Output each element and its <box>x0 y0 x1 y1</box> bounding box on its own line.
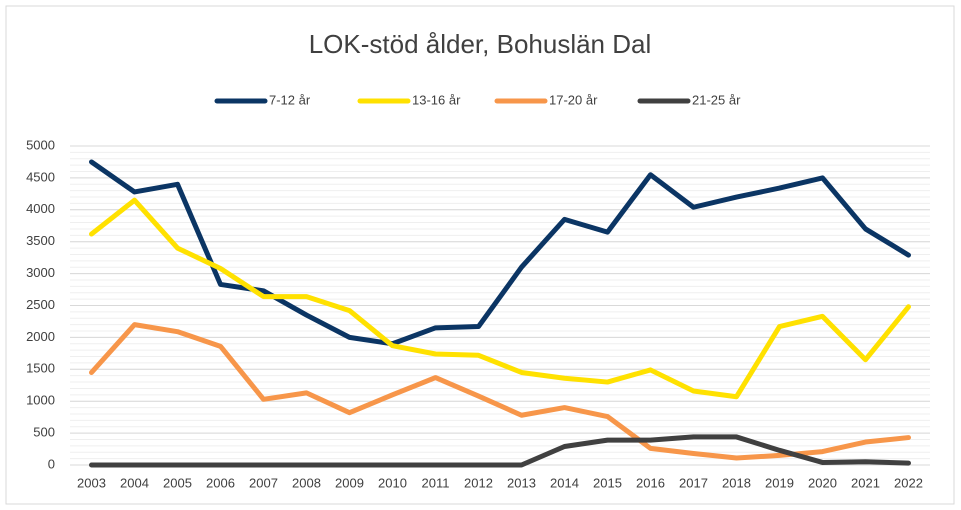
x-tick-label: 2011 <box>422 475 450 490</box>
series-line <box>89 434 911 468</box>
y-tick-label: 2000 <box>26 329 55 344</box>
x-tick-label: 2015 <box>593 475 622 490</box>
legend-label: 21-25 år <box>692 92 741 107</box>
x-tick-label: 2016 <box>636 475 665 490</box>
chart-border <box>5 5 955 505</box>
legend-label: 7-12 år <box>269 92 311 107</box>
x-tick-label: 2010 <box>378 475 407 490</box>
y-tick-label: 1500 <box>26 361 55 376</box>
x-tick-label: 2013 <box>507 475 536 490</box>
x-tick-label: 2006 <box>206 475 235 490</box>
y-tick-label: 2500 <box>26 297 55 312</box>
y-tick-label: 5000 <box>26 137 55 152</box>
y-tick-label: 500 <box>33 425 55 440</box>
series-line <box>89 197 911 400</box>
y-tick-label: 3500 <box>26 233 55 248</box>
x-tick-label: 2020 <box>808 475 837 490</box>
legend-label: 13-16 år <box>412 92 461 107</box>
x-tick-label: 2009 <box>335 475 364 490</box>
x-tick-label: 2007 <box>249 475 278 490</box>
y-tick-label: 0 <box>48 456 55 471</box>
x-tick-label: 2004 <box>120 475 149 490</box>
x-tick-label: 2018 <box>722 475 751 490</box>
x-tick-label: 2005 <box>163 475 192 490</box>
x-tick-label: 2008 <box>292 475 321 490</box>
y-tick-label: 4500 <box>26 169 55 184</box>
x-tick-label: 2017 <box>679 475 708 490</box>
x-tick-label: 2003 <box>77 475 106 490</box>
legend-label: 17-20 år <box>549 92 598 107</box>
series-line <box>89 159 911 347</box>
x-tick-label: 2022 <box>894 475 923 490</box>
x-tick-label: 2021 <box>851 475 880 490</box>
x-tick-label: 2019 <box>765 475 794 490</box>
x-tick-label: 2012 <box>464 475 493 490</box>
x-tick-label: 2014 <box>550 475 579 490</box>
y-tick-label: 1000 <box>26 393 55 408</box>
y-tick-label: 3000 <box>26 265 55 280</box>
y-tick-label: 4000 <box>26 201 55 216</box>
series-line <box>89 322 911 461</box>
chart-title: LOK-stöd ålder, Bohuslän Dal <box>309 29 652 59</box>
